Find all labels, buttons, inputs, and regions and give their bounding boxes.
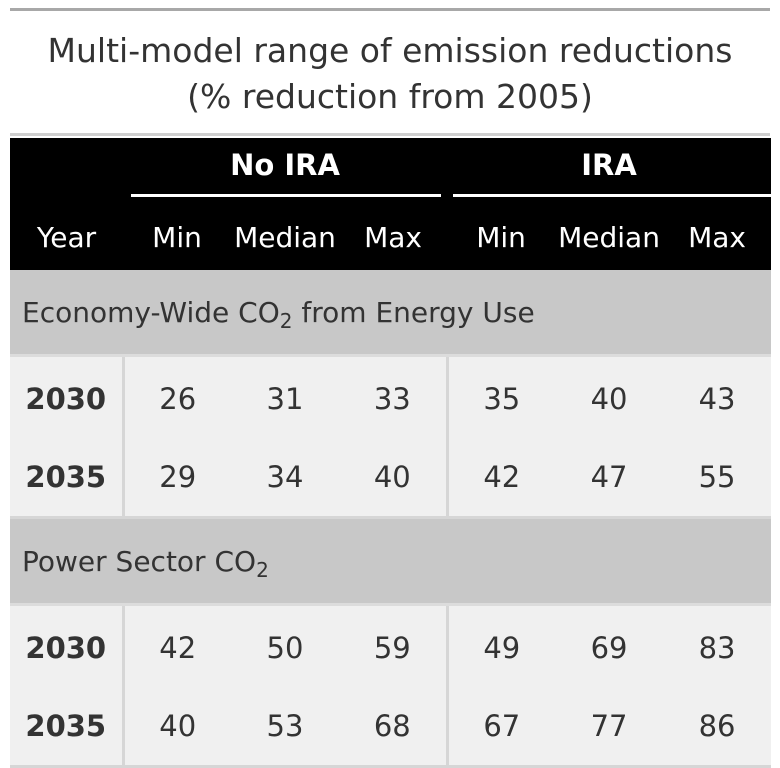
title-line-2: (% reduction from 2005)	[187, 77, 593, 116]
table-row: 2030 26 31 33 35 40 43	[10, 355, 772, 438]
cell-ira-median: 40	[555, 355, 664, 438]
cell-no-ira-min: 40	[123, 687, 231, 768]
spanner-label: IRA	[581, 147, 637, 182]
column-header-min: Min	[447, 204, 556, 270]
cell-ira-max: 43	[663, 355, 772, 438]
group-header-power-sector: Power Sector CO2	[10, 517, 772, 606]
top-rule	[10, 8, 770, 11]
group-header-economy-wide: Economy-Wide CO2 from Energy Use	[10, 270, 772, 357]
cell-no-ira-median: 50	[231, 604, 339, 687]
cell-no-ira-min: 29	[123, 438, 231, 519]
spanner-underline	[131, 193, 442, 197]
cell-ira-min: 67	[447, 687, 556, 768]
column-header-min: Min	[123, 204, 231, 270]
column-header-median: Median	[231, 204, 339, 270]
spanner-empty	[10, 138, 123, 204]
cell-ira-max: 55	[663, 438, 772, 519]
cell-ira-median: 77	[555, 687, 664, 768]
cell-no-ira-max: 68	[339, 687, 449, 768]
column-header-max: Max	[663, 204, 772, 270]
emissions-table: No IRA IRA Year Min Median Max Min Media…	[10, 138, 772, 768]
year-cell: 2035	[10, 438, 125, 519]
table-row: 2035 40 53 68 67 77 86	[10, 687, 772, 768]
title-rule	[10, 133, 770, 136]
table-title: Multi-model range of emission reductions…	[10, 28, 770, 120]
table-row: 2030 42 50 59 49 69 83	[10, 604, 772, 687]
cell-ira-min: 35	[447, 355, 556, 438]
cell-ira-min: 49	[447, 604, 556, 687]
cell-no-ira-min: 42	[123, 604, 231, 687]
cell-no-ira-max: 33	[339, 355, 449, 438]
group-label-suffix: from Energy Use	[292, 295, 535, 329]
group-label-subscript: 2	[279, 308, 293, 333]
cell-ira-max: 83	[663, 604, 772, 687]
group-label-subscript: 2	[256, 557, 269, 582]
cell-ira-min: 42	[447, 438, 556, 519]
cell-no-ira-max: 40	[339, 438, 449, 519]
cell-no-ira-median: 34	[231, 438, 339, 519]
group-label: Economy-Wide CO	[22, 295, 280, 329]
spanner-label: No IRA	[230, 147, 340, 182]
spanner-ira: IRA	[447, 138, 772, 204]
column-header-median: Median	[555, 204, 664, 270]
cell-no-ira-max: 59	[339, 604, 449, 687]
title-line-1: Multi-model range of emission reductions	[47, 31, 733, 70]
cell-ira-max: 86	[663, 687, 772, 768]
year-cell: 2035	[10, 687, 125, 768]
spanner-underline	[453, 193, 772, 197]
year-cell: 2030	[10, 604, 125, 687]
cell-ira-median: 47	[555, 438, 664, 519]
column-header-year: Year	[10, 204, 123, 270]
group-label: Power Sector CO	[22, 544, 257, 578]
cell-no-ira-median: 53	[231, 687, 339, 768]
table-row: 2035 29 34 40 42 47 55	[10, 438, 772, 519]
column-header-max: Max	[339, 204, 448, 270]
spanner-no-ira: No IRA	[123, 138, 448, 204]
year-cell: 2030	[10, 355, 125, 438]
cell-no-ira-min: 26	[123, 355, 231, 438]
cell-ira-median: 69	[555, 604, 664, 687]
cell-no-ira-median: 31	[231, 355, 339, 438]
